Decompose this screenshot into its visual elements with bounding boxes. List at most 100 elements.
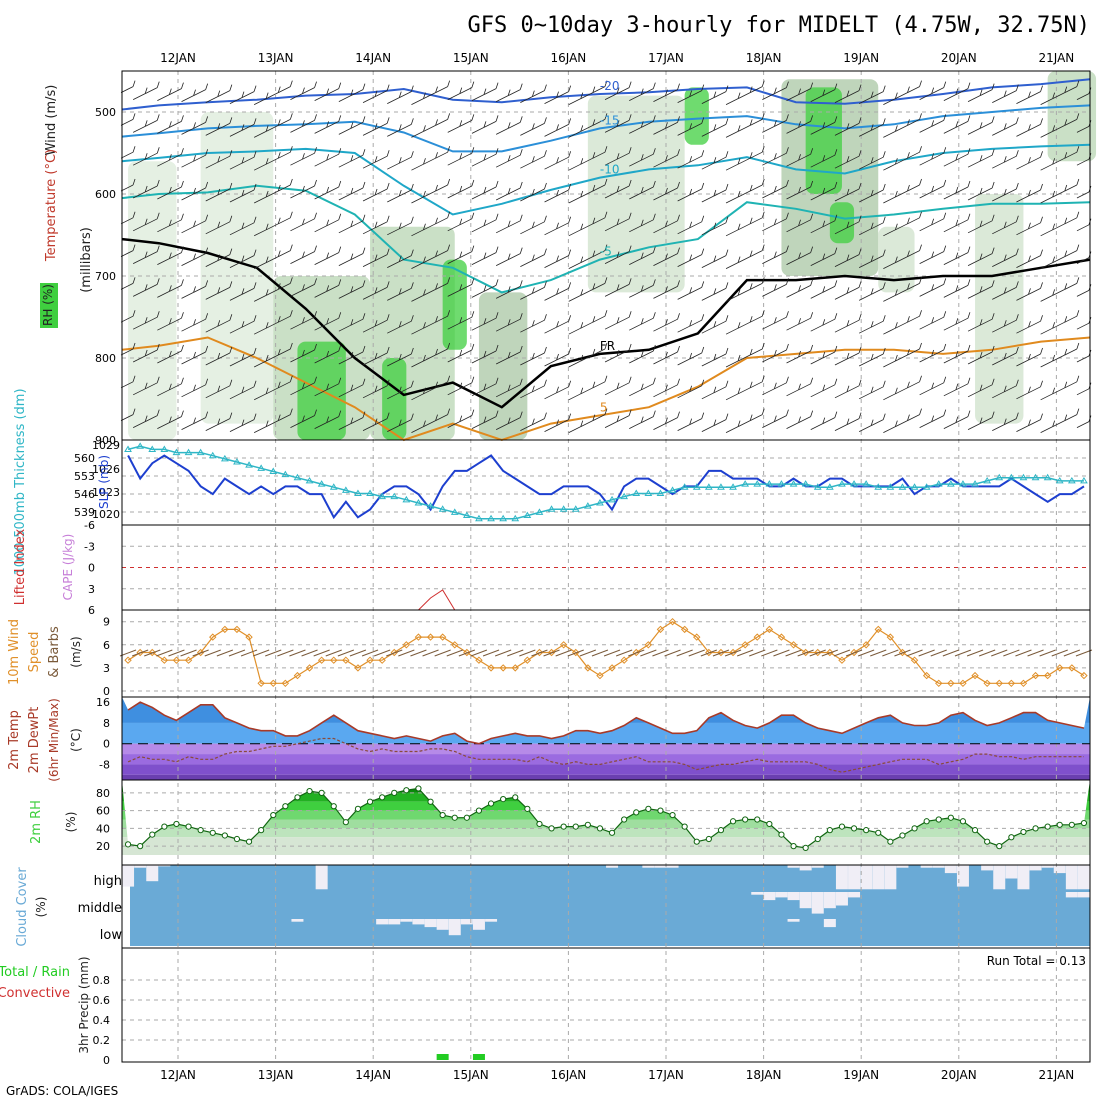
wind-tick: 3 — [103, 662, 110, 675]
cloud-gap — [799, 892, 812, 909]
wind-barb — [193, 378, 209, 392]
cloud-gap — [811, 892, 824, 914]
wind-barb — [979, 181, 995, 195]
wind-barb — [193, 313, 209, 326]
wind-barb — [266, 184, 281, 198]
wind-barb — [846, 412, 862, 425]
cloud-gap — [823, 919, 836, 928]
date-tick-bottom: 20JAN — [941, 1068, 977, 1082]
wind-barb — [326, 312, 342, 325]
wind-barb — [181, 253, 196, 266]
rh-marker — [149, 831, 156, 838]
wind-barb — [157, 383, 172, 397]
wind-speed-marker — [910, 656, 919, 664]
thickness-marker — [511, 514, 520, 522]
rh-marker — [1032, 825, 1039, 832]
wind-barb — [1052, 152, 1068, 165]
wind-barb — [483, 312, 499, 325]
wind-barb — [314, 252, 330, 265]
wind-barb — [423, 381, 438, 395]
thickness-marker — [801, 480, 810, 487]
wind-barb — [568, 256, 584, 269]
wind-barb — [1004, 117, 1019, 130]
pressure-tick: 600 — [95, 188, 116, 201]
wind-barb — [302, 81, 317, 94]
wind-barb — [132, 415, 148, 428]
wind-barb — [1052, 184, 1068, 198]
wind-barb — [665, 116, 680, 129]
wind-barb — [217, 281, 233, 294]
wind-barb — [822, 411, 838, 424]
wind-barb — [568, 289, 584, 302]
wind-barb — [556, 151, 572, 164]
wind-barb — [1052, 119, 1068, 132]
wind-tick: 9 — [103, 616, 110, 629]
wind-barb — [931, 343, 947, 357]
wind-barb — [278, 146, 293, 159]
wind-speed-marker — [245, 633, 253, 641]
date-tick-bottom: 18JAN — [746, 1068, 782, 1082]
rh-tick: 60 — [96, 805, 110, 818]
wind-barb — [919, 218, 935, 232]
wind-barb — [229, 386, 245, 400]
rh-marker — [427, 798, 434, 805]
rh-marker — [536, 820, 543, 828]
wind-barb — [435, 244, 451, 257]
wind-barb — [943, 121, 959, 134]
rh-marker — [439, 811, 446, 819]
wind-barb — [992, 156, 1007, 169]
wind-barb — [798, 82, 814, 95]
wind-speed-marker — [983, 679, 991, 688]
wind-barb — [338, 286, 354, 299]
rh-marker — [887, 838, 894, 845]
rh-marker — [185, 823, 192, 830]
date-tick-top: 21JAN — [1039, 51, 1075, 65]
surface-wind-barb — [1027, 649, 1044, 657]
wind-barb — [1016, 386, 1031, 400]
wind-barb — [338, 220, 354, 234]
wind-barb — [955, 213, 971, 227]
wind-barb — [810, 417, 826, 430]
wind-barb — [616, 212, 632, 226]
li-line — [418, 589, 456, 611]
wind-barb — [399, 249, 414, 262]
isotherm-line — [121, 336, 1091, 442]
wind-barb — [241, 183, 257, 197]
wind-barb — [919, 185, 935, 199]
wind-barb — [786, 383, 801, 397]
wind-barb — [278, 244, 293, 257]
wind-barb — [362, 385, 378, 399]
wind-barb — [592, 113, 608, 126]
wind-barb — [229, 91, 245, 104]
surface-wind-barb — [870, 649, 887, 657]
wind-barb — [471, 383, 487, 397]
wind-barb — [931, 409, 947, 422]
wind-barb — [592, 146, 608, 159]
wind-barb — [556, 282, 572, 295]
surface-wind-barb — [978, 649, 996, 657]
wind-barb — [326, 377, 342, 391]
wind-barb — [1016, 91, 1031, 104]
wind-barb — [750, 244, 765, 257]
wind-barb — [483, 246, 499, 259]
rh-tick: 40 — [96, 822, 110, 835]
thickness-marker — [462, 511, 471, 519]
wind-barb — [217, 412, 233, 425]
wind-barb — [290, 87, 305, 100]
rh-marker — [500, 795, 507, 803]
wind-barb — [846, 314, 862, 327]
wind-barb — [290, 185, 305, 199]
surface-wind-barb — [773, 649, 790, 657]
thickness-marker — [777, 480, 786, 487]
wind-barb — [750, 277, 765, 290]
wind-barb — [193, 214, 209, 228]
wind-barb — [145, 114, 160, 127]
wind-barb — [241, 282, 257, 295]
wind-barb — [181, 286, 196, 299]
wind-barb — [616, 81, 632, 94]
wind-speed-marker — [1056, 664, 1064, 672]
rh-marker — [959, 818, 967, 825]
wind-barb — [677, 352, 693, 366]
wind-barb — [774, 343, 789, 357]
wind-barb — [967, 351, 983, 365]
